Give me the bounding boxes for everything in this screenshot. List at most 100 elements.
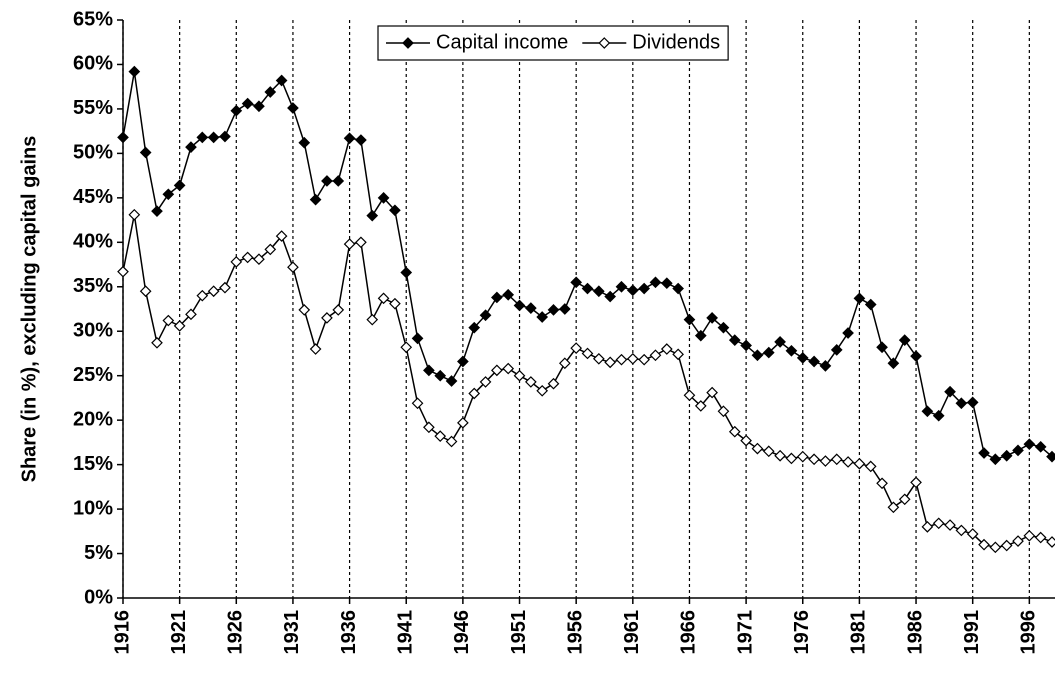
data-point — [921, 521, 934, 533]
y-tick-label: 15% — [73, 453, 113, 475]
y-tick-label: 5% — [84, 542, 113, 564]
y-tick-label: 30% — [73, 320, 113, 342]
y-tick-label: 0% — [84, 586, 113, 608]
data-point — [479, 309, 492, 322]
data-point — [978, 538, 990, 551]
data-point — [400, 266, 413, 279]
data-point — [966, 396, 979, 409]
legend-marker — [598, 37, 611, 49]
x-tick-label: 1946 — [451, 610, 473, 655]
y-tick-label: 10% — [73, 497, 113, 519]
data-point — [989, 453, 1002, 466]
data-point — [910, 350, 922, 362]
data-point — [287, 261, 299, 274]
data-point — [366, 313, 379, 326]
data-point — [740, 339, 752, 352]
data-point — [876, 477, 888, 490]
data-point — [343, 238, 356, 250]
y-tick-label: 35% — [73, 275, 113, 297]
legend-marker — [402, 37, 414, 49]
data-point — [445, 435, 458, 448]
data-point — [173, 179, 186, 192]
data-point — [457, 355, 469, 368]
data-point — [672, 282, 684, 295]
data-point — [819, 455, 832, 467]
data-point — [230, 104, 243, 117]
data-point — [728, 334, 741, 346]
data-point — [932, 409, 945, 422]
data-point — [944, 385, 956, 398]
data-point — [717, 405, 730, 418]
data-point — [558, 303, 571, 315]
data-point — [502, 362, 515, 375]
data-point — [287, 102, 299, 114]
data-point — [853, 292, 866, 305]
data-point — [309, 343, 322, 355]
data-point — [128, 208, 141, 221]
data-point — [434, 369, 447, 382]
data-point — [377, 292, 390, 305]
data-point — [457, 416, 469, 429]
y-tick-label: 40% — [73, 231, 113, 253]
data-point — [808, 355, 820, 368]
data-point — [547, 377, 560, 390]
x-tick-label: 1971 — [734, 610, 756, 655]
data-point — [355, 134, 367, 146]
data-point — [196, 289, 209, 302]
data-point — [842, 456, 854, 468]
data-point — [774, 336, 786, 348]
data-point — [219, 281, 231, 294]
x-tick-label: 1936 — [338, 610, 360, 655]
data-point — [932, 517, 945, 530]
data-point — [796, 352, 809, 364]
data-point — [253, 253, 265, 266]
x-tick-label: 1986 — [904, 610, 926, 655]
data-point — [151, 205, 163, 218]
data-point — [411, 397, 424, 410]
data-point — [1023, 529, 1036, 542]
data-point — [423, 364, 435, 377]
data-point — [1034, 531, 1047, 544]
data-point — [162, 188, 175, 201]
data-point — [377, 191, 390, 204]
data-point — [298, 136, 311, 149]
data-point — [525, 376, 537, 388]
data-point — [740, 434, 752, 447]
data-point — [139, 146, 152, 159]
data-point — [819, 360, 832, 372]
data-point — [898, 493, 911, 506]
data-point — [513, 299, 526, 312]
data-point — [525, 302, 537, 314]
data-point — [491, 364, 503, 377]
x-tick-label: 1966 — [678, 610, 700, 655]
data-point — [604, 290, 617, 303]
data-point — [547, 304, 560, 316]
data-point — [196, 131, 209, 144]
data-point — [887, 501, 900, 514]
data-point — [887, 357, 900, 370]
data-point — [966, 528, 979, 540]
x-tick-label: 1926 — [225, 610, 247, 655]
data-point — [581, 282, 594, 295]
data-point — [468, 387, 481, 400]
legend-box — [377, 25, 729, 61]
data-point — [592, 285, 605, 298]
data-point — [275, 230, 288, 242]
y-tick-label: 45% — [73, 186, 113, 208]
data-point — [321, 175, 333, 187]
y-tick-label: 60% — [73, 53, 113, 75]
data-point — [219, 130, 231, 143]
data-point — [660, 277, 673, 290]
data-point — [173, 320, 186, 332]
data-point — [683, 389, 696, 402]
data-point — [955, 524, 968, 537]
data-point — [785, 344, 798, 357]
legend-label: Capital income — [436, 31, 568, 53]
data-point — [604, 356, 617, 369]
data-point — [876, 341, 888, 354]
data-point — [717, 321, 730, 334]
data-point — [264, 243, 277, 256]
data-point — [264, 86, 277, 98]
y-tick-label: 20% — [73, 408, 113, 430]
